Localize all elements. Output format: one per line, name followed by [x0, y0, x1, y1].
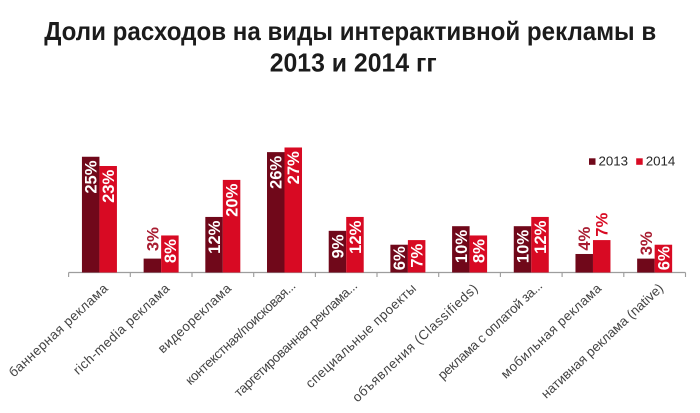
svg-text:3%: 3%: [637, 231, 656, 255]
svg-text:23%: 23%: [99, 169, 118, 202]
svg-text:Доли расходов на виды интеракт: Доли расходов на виды интерактивной рекл…: [44, 16, 656, 46]
svg-text:27%: 27%: [284, 151, 303, 184]
svg-text:10%: 10%: [452, 230, 471, 263]
svg-text:8%: 8%: [161, 239, 180, 263]
svg-text:7%: 7%: [408, 244, 427, 268]
svg-text:6%: 6%: [654, 246, 673, 270]
svg-text:3%: 3%: [143, 227, 162, 251]
svg-text:4%: 4%: [575, 226, 594, 250]
svg-text:26%: 26%: [267, 156, 286, 189]
svg-text:2013 и 2014 гг: 2013 и 2014 гг: [270, 48, 437, 78]
svg-text:9%: 9%: [328, 234, 347, 258]
svg-text:25%: 25%: [82, 160, 101, 193]
svg-text:8%: 8%: [469, 239, 488, 263]
svg-text:2013: 2013: [599, 154, 629, 169]
svg-text:12%: 12%: [531, 220, 550, 253]
svg-text:10%: 10%: [513, 230, 532, 263]
svg-text:6%: 6%: [390, 246, 409, 270]
svg-text:2014: 2014: [646, 154, 676, 169]
svg-text:12%: 12%: [205, 220, 224, 253]
svg-text:7%: 7%: [593, 213, 612, 237]
svg-text:12%: 12%: [346, 220, 365, 253]
svg-text:20%: 20%: [223, 183, 242, 216]
